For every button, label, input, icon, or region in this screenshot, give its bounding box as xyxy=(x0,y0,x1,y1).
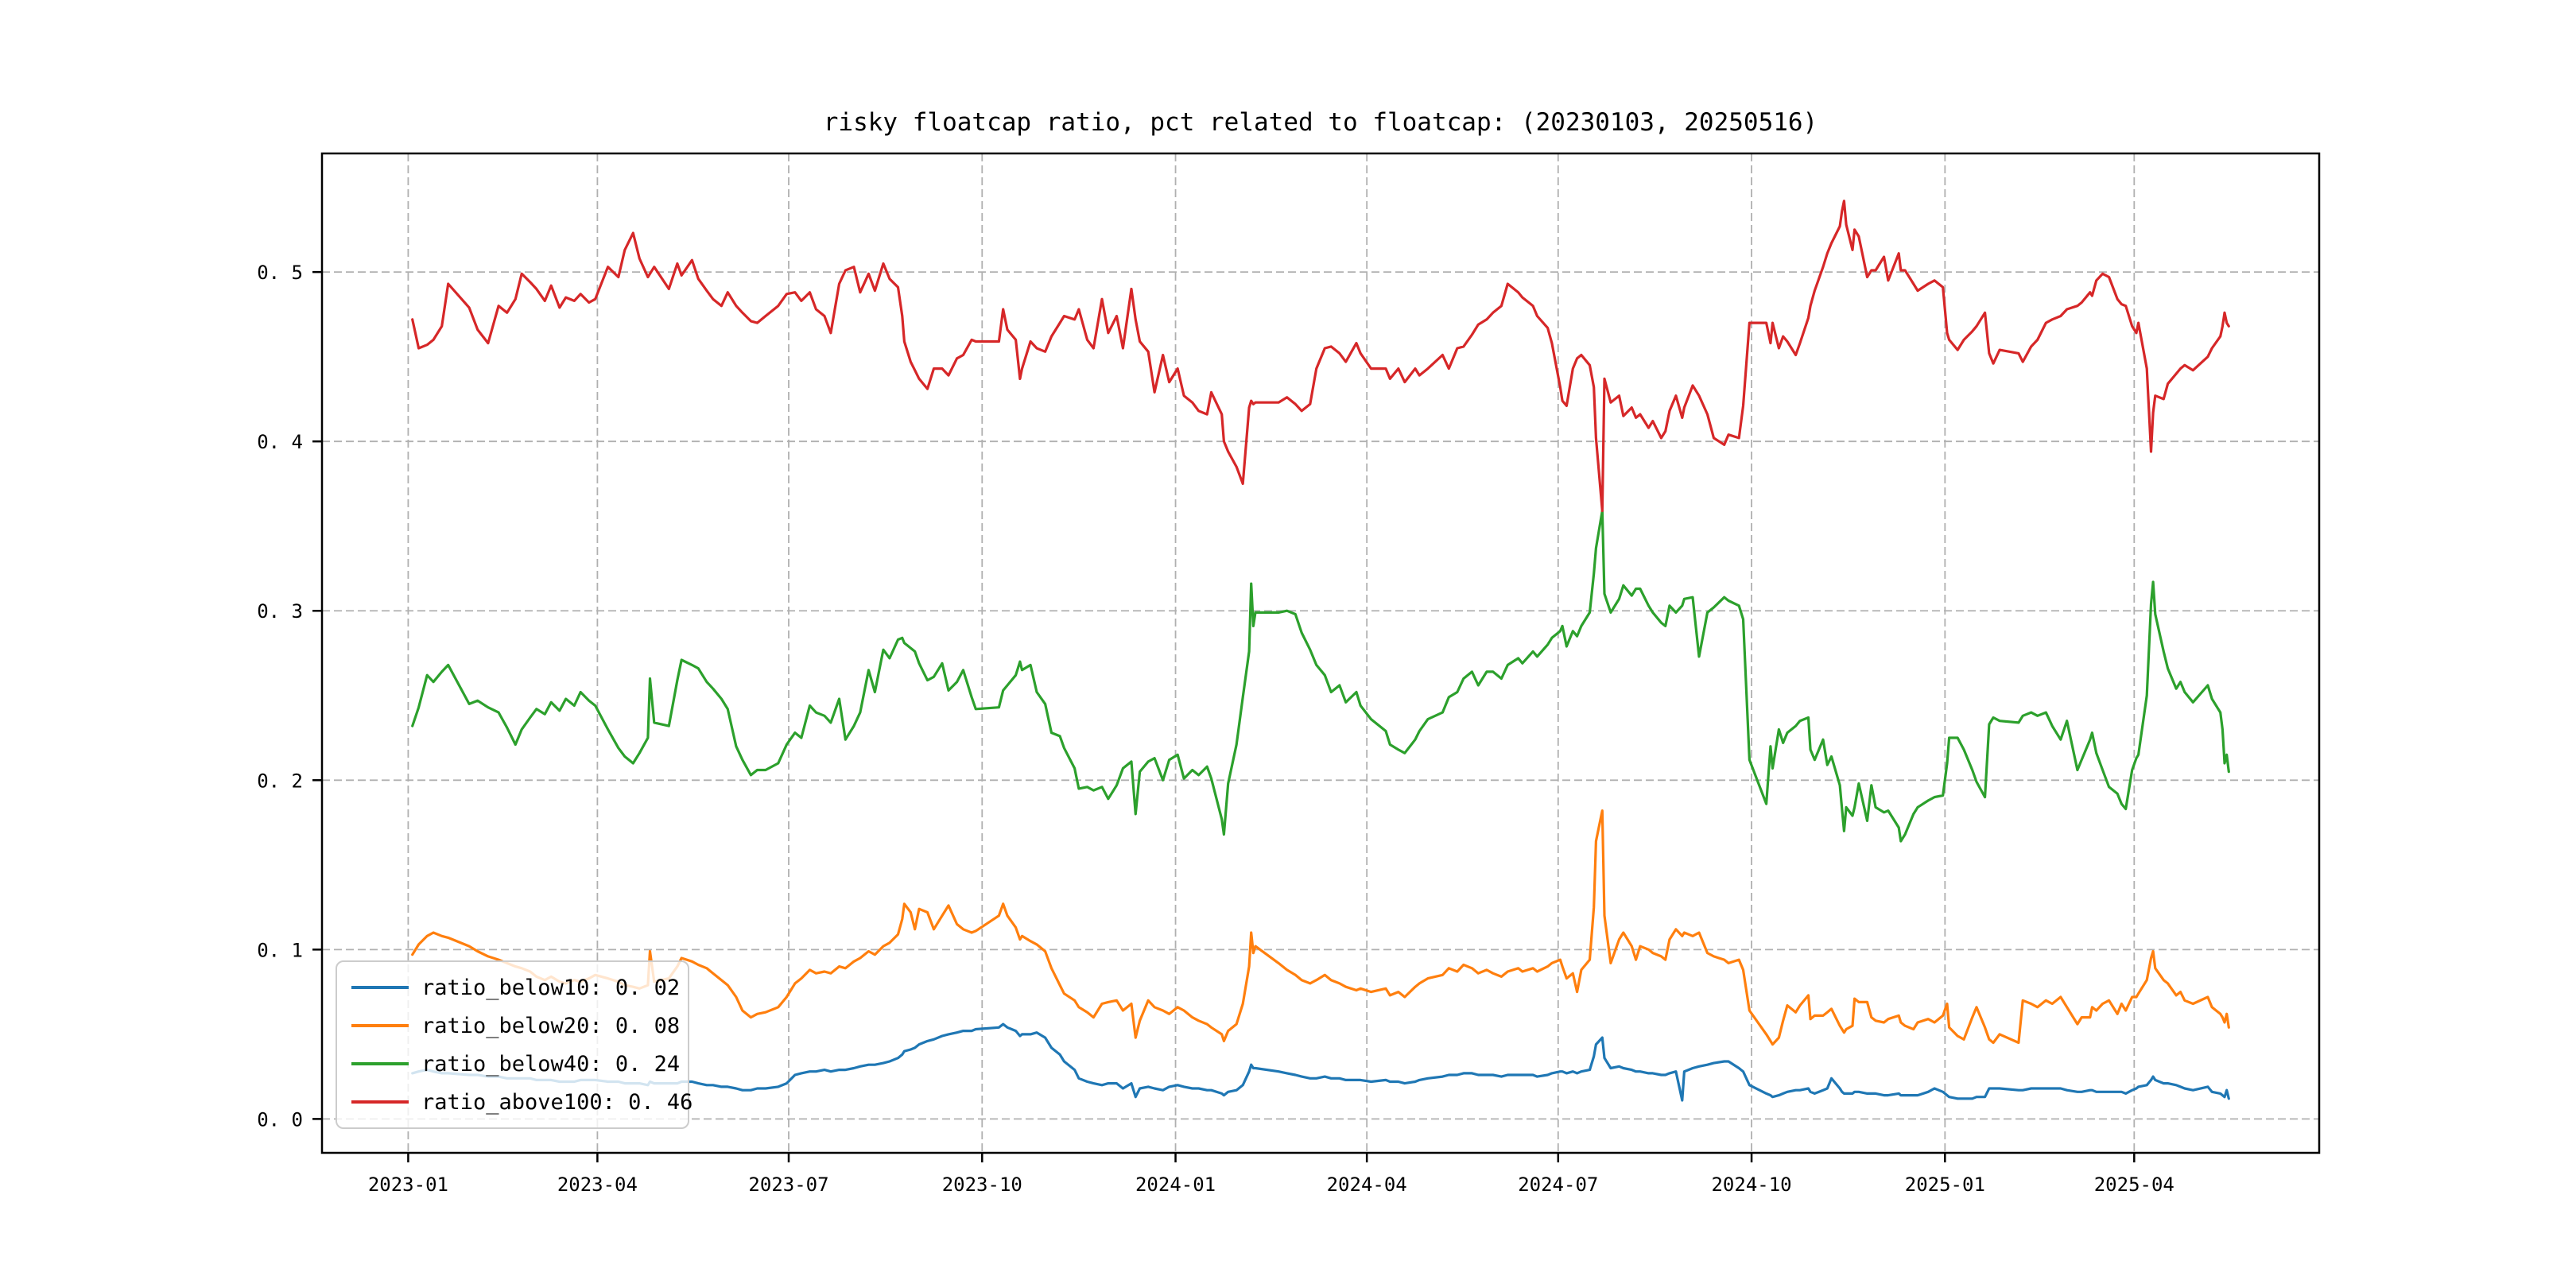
y-tick-label: 0. 5 xyxy=(257,262,303,284)
legend-line-sample xyxy=(351,1062,409,1065)
chart-title: risky floatcap ratio, pct related to flo… xyxy=(823,108,1818,137)
series-line-ratio_below10 xyxy=(411,1022,2230,1102)
legend-line-sample xyxy=(351,1024,409,1027)
legend-item-ratio_below10: ratio_below10: 0. 02 xyxy=(351,969,688,1006)
x-tick-label: 2025-01 xyxy=(1905,1174,1985,1196)
x-tick-label: 2023-10 xyxy=(942,1174,1022,1196)
legend-item-label: ratio_below10: 0. 02 xyxy=(421,975,681,1000)
legend-item-label: ratio_above100: 0. 46 xyxy=(421,1089,693,1115)
x-tick-label: 2023-01 xyxy=(368,1174,448,1196)
series-line-ratio_below20 xyxy=(411,809,2230,1046)
legend: ratio_below10: 0. 02 ratio_below20: 0. 08… xyxy=(336,960,692,1129)
x-tick-label: 2023-07 xyxy=(748,1174,828,1196)
legend-item-ratio_above100: ratio_above100: 0. 46 xyxy=(351,1084,692,1120)
x-tick-label: 2023-04 xyxy=(557,1174,638,1196)
x-tick-label: 2025-04 xyxy=(2094,1174,2174,1196)
y-tick-label: 0. 3 xyxy=(257,600,303,623)
y-tick-label: 0. 1 xyxy=(257,939,303,961)
legend-line-sample xyxy=(351,986,409,989)
x-tick-label: 2024-07 xyxy=(1518,1174,1598,1196)
y-tick-label: 0. 0 xyxy=(257,1108,303,1131)
legend-item-ratio_below20: ratio_below20: 0. 08 xyxy=(351,1007,688,1044)
y-tick-label: 0. 4 xyxy=(257,431,303,453)
series-line-ratio_below40 xyxy=(411,509,2230,843)
x-tick-label: 2024-01 xyxy=(1135,1174,1216,1196)
x-tick-label: 2024-10 xyxy=(1711,1174,1791,1196)
x-tick-label: 2024-04 xyxy=(1327,1174,1407,1196)
axes-spines xyxy=(320,152,2321,1154)
legend-item-label: ratio_below40: 0. 24 xyxy=(421,1051,681,1077)
y-tick-label: 0. 2 xyxy=(257,770,303,792)
legend-item-ratio_below40: ratio_below40: 0. 24 xyxy=(351,1046,688,1082)
legend-line-sample xyxy=(351,1100,409,1104)
legend-item-label: ratio_below20: 0. 08 xyxy=(421,1013,681,1038)
series-line-ratio_above100 xyxy=(411,200,2230,513)
